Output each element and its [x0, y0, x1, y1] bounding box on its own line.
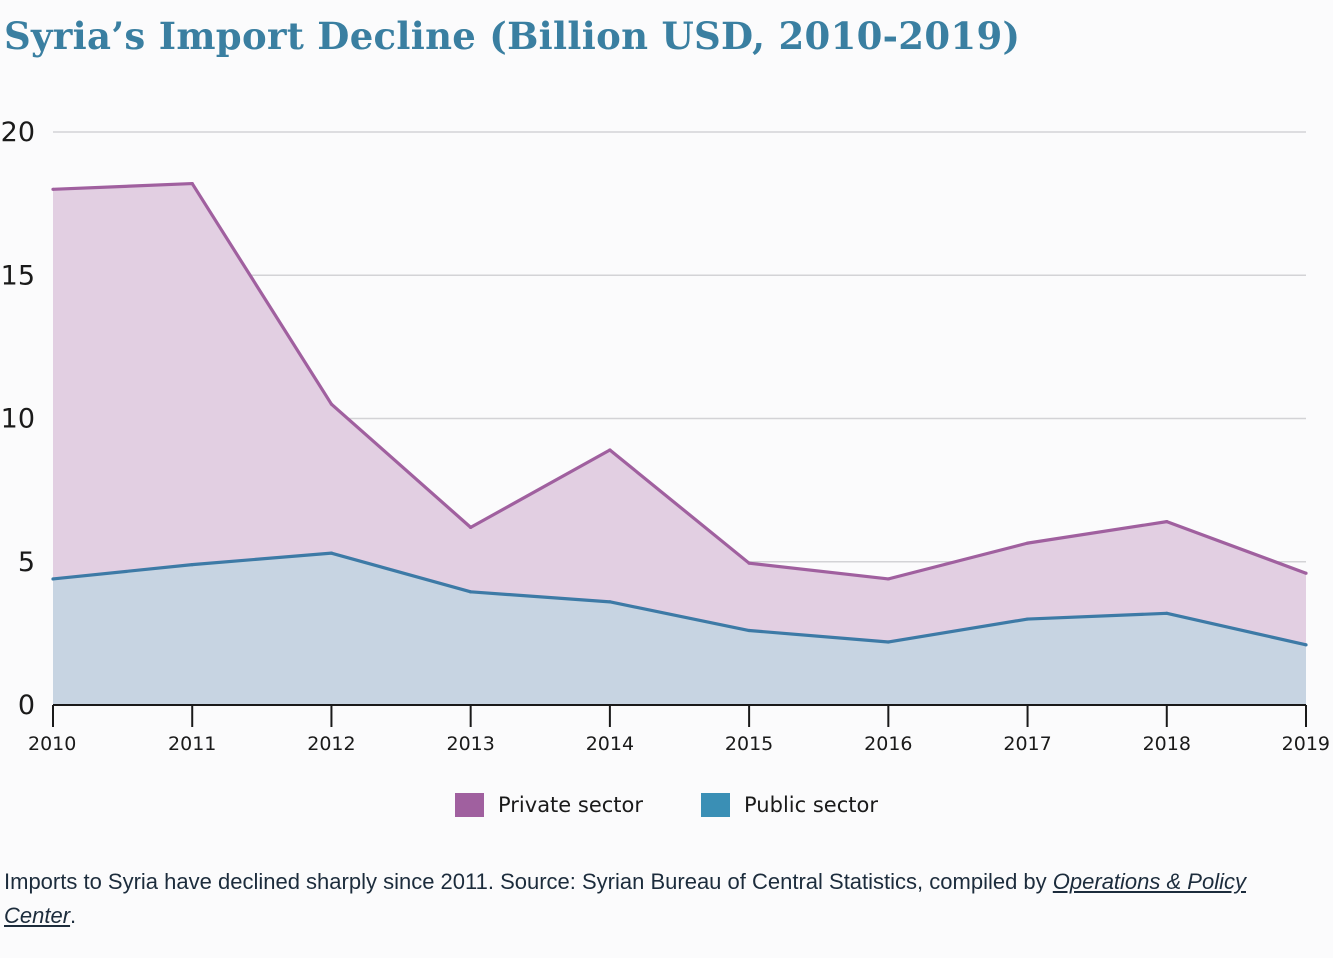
public-sector-line [52, 551, 1307, 647]
private-point-2014 [608, 448, 612, 452]
private-point-2015 [747, 561, 751, 565]
caption-text: Imports to Syria have declined sharply s… [4, 869, 1053, 894]
public-point-2019 [1304, 643, 1308, 647]
x-tick-label-2012: 2012 [307, 733, 355, 755]
x-tick-label-2016: 2016 [864, 733, 912, 755]
y-tick-label-15: 15 [1, 260, 35, 291]
chart-areas [53, 183, 1306, 705]
private-point-2012 [329, 402, 334, 406]
y-tick-label-20: 20 [1, 117, 35, 148]
chart-legend: Private sector Public sector [455, 793, 936, 817]
chart-title: Syria’s Import Decline (Billion USD, 201… [4, 14, 1021, 58]
legend-label-private: Private sector [498, 793, 644, 817]
y-axis-ticks: 0 5 10 15 20 [1, 117, 35, 721]
private-point-2013 [469, 525, 473, 529]
chart-caption: Imports to Syria have declined sharply s… [4, 865, 1304, 933]
legend-swatch-public [701, 793, 731, 817]
public-point-2013 [469, 590, 473, 594]
legend-swatch-private [455, 793, 484, 817]
public-point-2018 [1165, 611, 1169, 615]
public-sector-area [53, 553, 1306, 705]
x-tick-label-2018: 2018 [1143, 733, 1191, 755]
caption-end: . [70, 903, 77, 928]
legend-label-public: Public sector [744, 793, 878, 817]
private-point-2010 [51, 187, 55, 191]
x-tick-label-2017: 2017 [1003, 733, 1051, 755]
public-point-2012 [329, 551, 334, 555]
private-point-2017 [1025, 541, 1030, 545]
x-tick-label-2011: 2011 [168, 733, 216, 755]
source-link[interactable]: Operations & Policy Center [4, 869, 1246, 928]
x-tick-label-2010: 2010 [28, 733, 76, 755]
public-point-2014 [608, 600, 612, 604]
private-point-2011 [190, 181, 194, 186]
x-axis [52, 704, 1307, 727]
public-point-2010 [51, 577, 55, 581]
public-point-2016 [886, 640, 890, 644]
legend-item-public: Public sector [701, 793, 878, 817]
public-point-2011 [190, 563, 194, 567]
x-tick-label-2015: 2015 [725, 733, 773, 755]
y-tick-label-0: 0 [18, 690, 35, 721]
public-point-2017 [1025, 617, 1030, 621]
public-point-2015 [747, 628, 751, 633]
private-point-2016 [886, 577, 890, 581]
x-tick-label-2014: 2014 [586, 733, 634, 755]
x-tick-label-2019: 2019 [1282, 733, 1330, 755]
y-tick-label-10: 10 [1, 404, 35, 435]
chart-lines [51, 181, 1308, 647]
x-tick-label-2013: 2013 [446, 733, 494, 755]
x-axis-ticks: 2010 2011 2012 2013 2014 2015 2016 2017 2018 2019 [28, 733, 1330, 755]
private-point-2019 [1304, 571, 1308, 575]
y-tick-label-5: 5 [18, 547, 35, 578]
private-point-2018 [1165, 520, 1169, 524]
legend-item-private: Private sector [455, 793, 643, 817]
private-sector-line [52, 181, 1307, 581]
